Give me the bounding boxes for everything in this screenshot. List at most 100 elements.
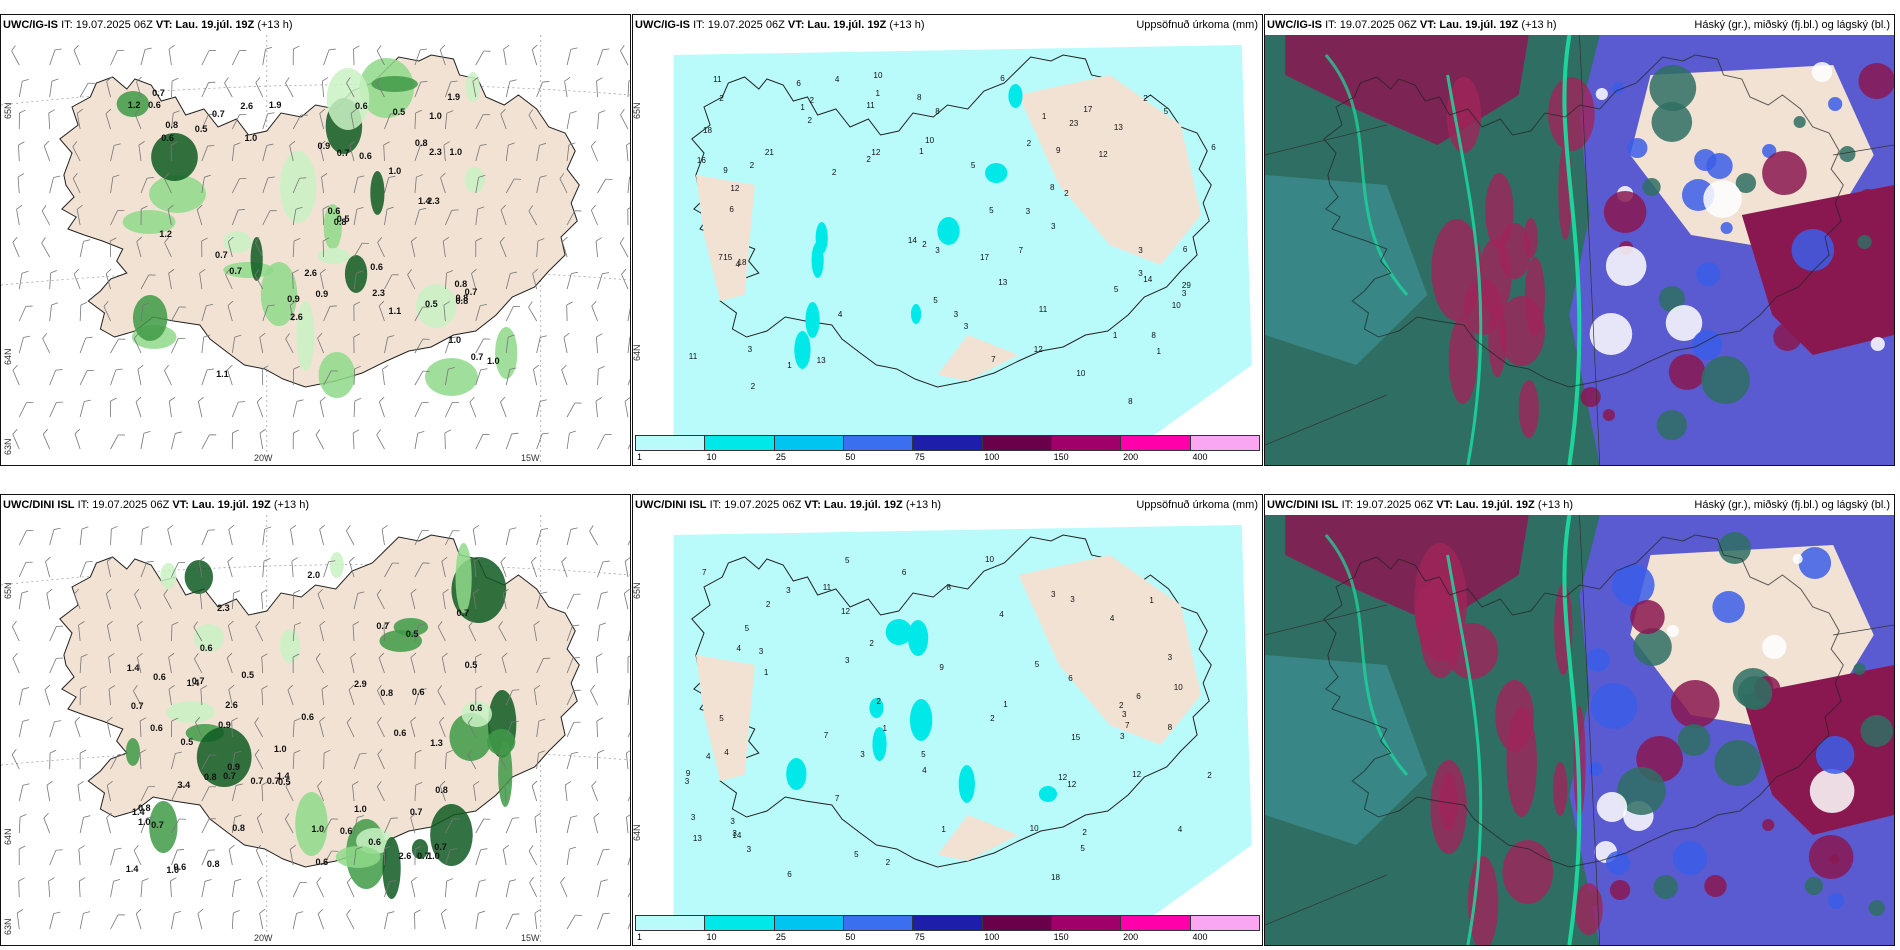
wind-barb (292, 589, 301, 610)
map-view[interactable]: 0.6 0.5 0.6 0.5 1.0 0.6 0.8 0.7 0.6 0.6 0.7 2.3 1.9 0… (1, 35, 630, 465)
wind-barb (49, 720, 62, 738)
wind-barb (597, 110, 606, 130)
wind-barb (505, 879, 517, 898)
lead-time: (+13 h) (889, 19, 925, 31)
precip-value-label: 0.7 (471, 352, 484, 362)
wind-barb (201, 304, 214, 322)
precip-value-label: 0.5 (425, 299, 438, 309)
lead-time: (+13 h) (1537, 499, 1574, 511)
precip-value-label: 1 (1156, 347, 1161, 356)
wind-barb (167, 524, 174, 546)
wind-barb (201, 81, 216, 98)
precip-value-label: 0.6 (200, 643, 213, 653)
wind-barb (500, 108, 507, 130)
wind-barb (46, 588, 53, 610)
wind-barb (49, 302, 59, 322)
map-canvas[interactable]: 3.40.60.60.61.01.41.00.61.02.30.70.90.70… (1, 515, 630, 945)
wind-barb (467, 749, 477, 770)
lon-label: 15W (521, 933, 540, 943)
wind-barb (292, 911, 304, 930)
wind-barb (627, 625, 630, 642)
precip-value-label: 4 (724, 748, 729, 757)
precip-value-label: 0.5 (393, 107, 406, 117)
wind-barb (49, 401, 64, 418)
product-title: Háský (gr.), miðský (fj.bl.) og lágský (… (1694, 19, 1890, 31)
precip-value-label: 2 (990, 714, 995, 723)
precip-value-label: 17 (1083, 105, 1093, 114)
precip-value-label: 2.6 (240, 101, 253, 111)
wind-barb (414, 845, 422, 866)
lat-label: 65N (3, 582, 13, 599)
wind-barb (171, 77, 179, 98)
wind-barb (254, 749, 264, 770)
precip-value-label: 3 (1168, 653, 1173, 662)
wind-barb (231, 783, 243, 802)
precip-value-label: 0.7 (434, 842, 447, 852)
wind-barb (505, 432, 519, 450)
wind-barb (414, 370, 430, 386)
map-view[interactable] (1265, 515, 1894, 945)
precip-blob (317, 248, 350, 264)
wind-barb (323, 305, 337, 322)
wind-barb (414, 430, 425, 450)
map-canvas[interactable]: 3251812514213231681213365106132115121081… (633, 35, 1262, 465)
wind-barb (384, 113, 398, 130)
accumulated-precip-panel: UWC/IG-IS IT: 19.07.2025 06Z VT: Lau. 19… (632, 14, 1263, 466)
product-title: Háský (gr.), miðský (fj.bl.) og lágský (… (1694, 499, 1890, 511)
wind-barb (444, 848, 457, 866)
map-view[interactable] (1265, 35, 1894, 465)
wind-barb (73, 588, 81, 610)
precip-blob (329, 552, 344, 578)
precip-value-label: 1 (764, 668, 769, 677)
wind-barb (105, 588, 112, 610)
wind-barb (106, 780, 113, 802)
precipitation-field (633, 515, 1262, 945)
map-canvas[interactable]: 0.60.50.60.51.00.60.80.70.60.60.72.31.90… (1, 35, 630, 465)
map-view[interactable]: 3.4 0.6 0.6 0.6 1.0 1.4 1.0 0.6 1.0 2.3 0.7 0.9 0.7 0… (1, 515, 630, 945)
wind-barb (536, 432, 549, 450)
precip-value-label: 2 (1119, 701, 1124, 710)
map-view[interactable]: 3 2 5 1 8 12 5 14 2 13 23 1 6 8 12 13 3 6 5 10 6 1 3 21 15 12 10 8 1… (633, 35, 1262, 465)
precip-value-label: 0.7 (131, 701, 144, 711)
colorbar-tick: 150 (1053, 452, 1069, 462)
precip-value-label: 3 (1070, 595, 1075, 604)
wind-barb (231, 878, 242, 898)
wind-barb (79, 911, 91, 930)
map-view[interactable]: 6 3 10 12 9 3 1 5 8 18 1 4 3 5 9 12 5 7 2 3 8 6 4 3 3 2 5 2 4 7 12 3 1 3 5… (633, 515, 1262, 945)
wind-barb (139, 717, 147, 738)
wind-barb (623, 588, 630, 610)
wind-barb (533, 620, 540, 642)
precip-value-label: 2 (1027, 139, 1032, 148)
wind-barb (323, 48, 336, 66)
precip-value-label: 1.0 (487, 356, 500, 366)
precip-value-label: 4 (735, 260, 740, 269)
wind-barb (18, 877, 25, 898)
wind-barb (566, 624, 580, 642)
wind-barb (353, 397, 362, 418)
precip-value-label: 1.3 (430, 738, 443, 748)
wind-barb (18, 590, 29, 610)
cloud-cover-panel: UWC/IG-IS IT: 19.07.2025 06Z VT: Lau. 19… (1264, 14, 1895, 466)
wind-barb (168, 397, 176, 418)
wind-barb (468, 621, 477, 642)
precip-value-label: 0.9 (218, 720, 231, 730)
precip-value-label: 5 (1114, 285, 1119, 294)
wind-barb (49, 749, 57, 770)
precip-value-label: 5 (845, 556, 850, 565)
wind-barb (444, 366, 455, 386)
graticule (1265, 515, 1894, 945)
precip-value-label: 2 (751, 382, 756, 391)
map-canvas[interactable] (1265, 515, 1894, 945)
colorbar-tick: 400 (1192, 932, 1208, 942)
precip-value-label: 9 (723, 166, 728, 175)
wind-barbs (11, 524, 630, 930)
wind-barb (76, 108, 83, 130)
wind-barb (597, 365, 605, 386)
wind-barb (566, 111, 577, 130)
wind-barb (79, 82, 96, 98)
wind-barb (16, 204, 23, 226)
precip-value-label: 4 (999, 610, 1004, 619)
wind-barb (201, 879, 212, 898)
map-canvas[interactable] (1265, 35, 1894, 465)
